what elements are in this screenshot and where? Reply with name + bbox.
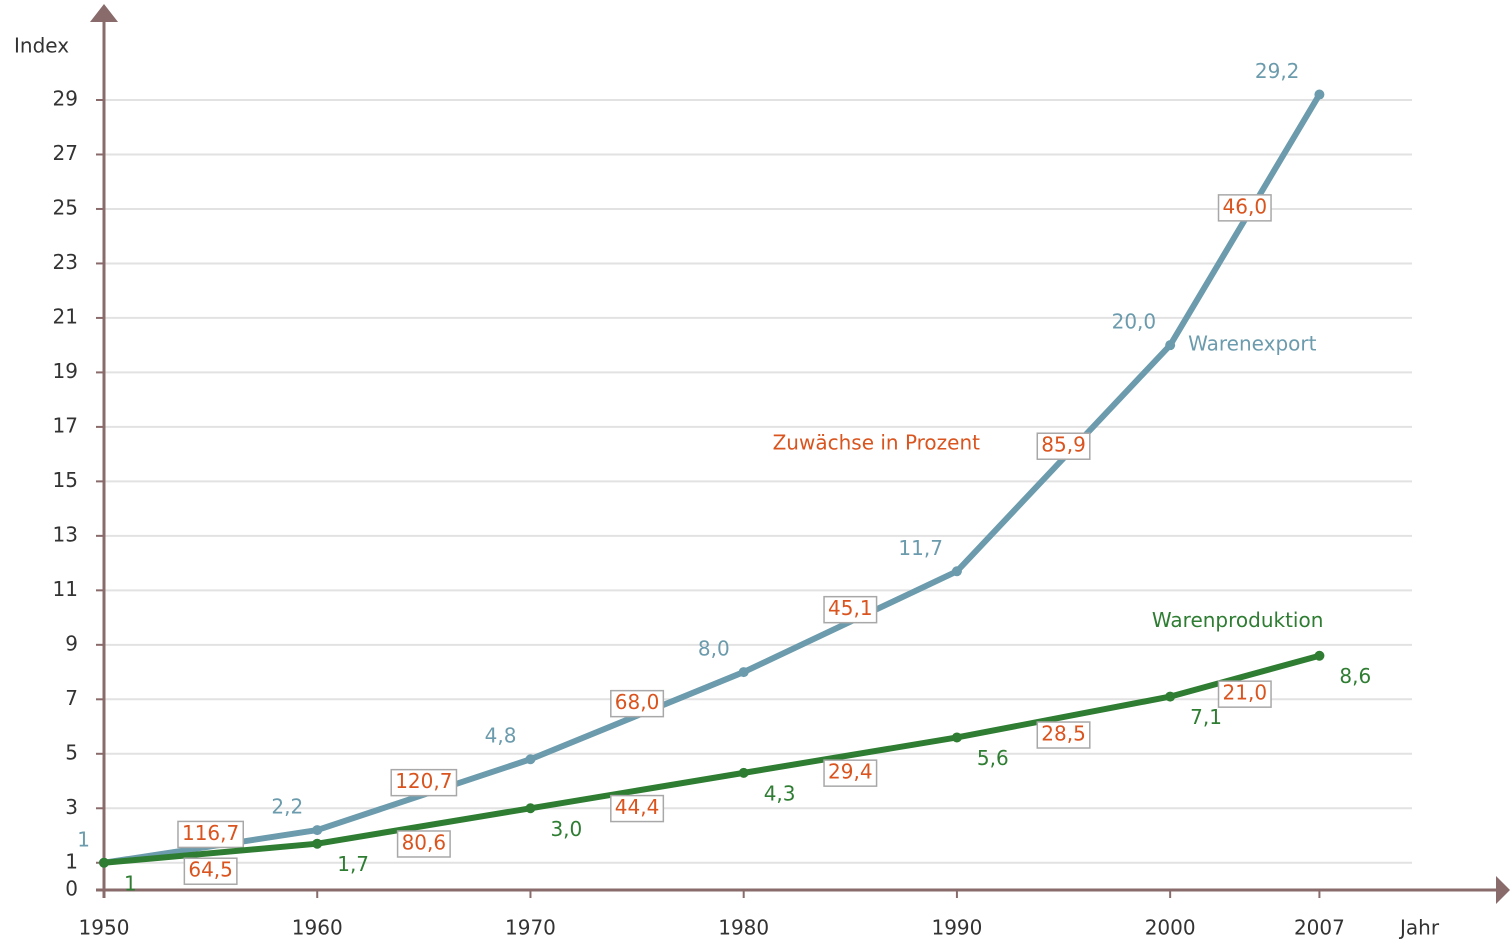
y-tick-label: 11 (53, 577, 78, 601)
point (951, 566, 962, 577)
growth-label: 29,4 (823, 759, 878, 787)
y-tick-label: 17 (53, 413, 78, 437)
x-tick-label: 1980 (718, 916, 769, 940)
value-label: 3,0 (550, 817, 582, 841)
growth-box (390, 768, 458, 797)
value-label: 1 (77, 827, 90, 851)
growth-box (610, 794, 665, 823)
growth-label: 21,0 (1217, 680, 1272, 708)
x-tick-label: 1970 (505, 916, 556, 940)
growth-text: 46,0 (1223, 194, 1268, 218)
value-label: 1 (124, 871, 137, 895)
y-tick-label: 3 (65, 795, 78, 819)
growth-label: 28,5 (1036, 721, 1091, 749)
growth-label: 45,1 (823, 595, 878, 624)
series-name: Warenexport (1188, 332, 1316, 356)
point (951, 732, 962, 743)
x-tick-label: 1990 (931, 916, 982, 940)
growth-label: 44,4 (610, 794, 665, 823)
x-tick-label: 2007 (1294, 916, 1345, 940)
point (738, 667, 749, 678)
point (99, 857, 109, 868)
value-label: 8,6 (1339, 664, 1371, 688)
x-axis-arrow (1496, 876, 1510, 904)
annotation: Zuwächse in Prozent (773, 431, 981, 455)
value-label: 29,2 (1255, 59, 1300, 83)
growth-text: 44,4 (615, 795, 660, 819)
growth-box (1036, 432, 1091, 460)
value-label: 2,2 (271, 795, 303, 819)
x-axis-label: Jahr (1398, 916, 1440, 940)
series-name: Warenproduktion (1152, 608, 1324, 632)
point (1314, 89, 1325, 100)
growth-box (177, 820, 244, 849)
x-tick-label: 2000 (1145, 916, 1196, 940)
y-tick-label: 7 (65, 686, 78, 710)
y-tick-label: 23 (53, 250, 78, 274)
growth-text: 28,5 (1041, 722, 1086, 746)
y-tick-label: 0 (65, 877, 78, 901)
point (738, 767, 749, 778)
growth-box (183, 857, 238, 885)
growth-text: 64,5 (188, 858, 233, 882)
y-tick-label: 21 (53, 304, 78, 328)
point (1314, 650, 1325, 661)
growth-box (1036, 721, 1091, 749)
growth-box (823, 759, 878, 787)
growth-label: 120,7 (390, 768, 458, 797)
growth-label: 85,9 (1036, 432, 1091, 460)
x-tick-label: 1950 (79, 916, 130, 940)
growth-box (610, 689, 665, 718)
y-tick-label: 15 (53, 468, 78, 492)
growth-box (1217, 194, 1272, 222)
growth-text: 21,0 (1223, 681, 1268, 705)
growth-label: 64,5 (183, 857, 238, 885)
point (1165, 340, 1176, 351)
value-label: 5,6 (977, 746, 1009, 770)
y-tick-label: 5 (65, 740, 78, 764)
point (1165, 691, 1176, 702)
growth-box (823, 595, 878, 624)
point (525, 754, 536, 765)
value-label: 4,3 (764, 781, 796, 805)
y-tick-label: 27 (53, 141, 78, 165)
growth-label: 46,0 (1217, 194, 1272, 222)
growth-text: 116,7 (182, 821, 239, 845)
growth-label: 68,0 (610, 689, 665, 718)
y-tick-label: 29 (53, 87, 78, 111)
y-axis-label: Index (14, 34, 69, 58)
growth-text: 45,1 (828, 596, 873, 620)
growth-box (396, 830, 451, 858)
value-label: 8,0 (698, 637, 730, 661)
y-tick-label: 9 (65, 631, 78, 655)
growth-text: 80,6 (402, 830, 447, 854)
x-tick-label: 1960 (292, 916, 343, 940)
value-label: 4,8 (485, 724, 517, 748)
y-tick-label: 19 (53, 359, 78, 383)
y-axis-arrow (90, 4, 118, 22)
point (525, 803, 536, 814)
growth-label: 80,6 (396, 830, 451, 858)
value-label: 7,1 (1190, 705, 1222, 729)
growth-text: 29,4 (828, 760, 873, 784)
point (312, 838, 323, 849)
y-tick-label: 13 (53, 522, 78, 546)
y-tick-label: 25 (53, 195, 78, 219)
value-label: 1,7 (337, 852, 369, 876)
growth-text: 85,9 (1041, 433, 1086, 457)
growth-text: 120,7 (395, 769, 452, 793)
value-label: 11,7 (898, 536, 943, 560)
growth-text: 68,0 (615, 690, 660, 714)
growth-label: 116,7 (177, 820, 244, 849)
point (312, 825, 323, 836)
value-label: 20,0 (1112, 310, 1157, 334)
growth-box (1217, 680, 1272, 708)
y-tick-label: 1 (65, 849, 78, 873)
